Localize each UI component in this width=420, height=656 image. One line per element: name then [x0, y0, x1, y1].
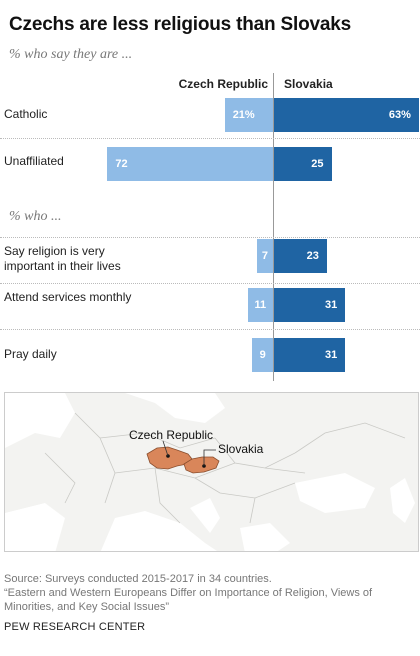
- country-borders: [44, 412, 406, 524]
- bar-value-slovakia: 25: [311, 158, 324, 170]
- center-axis-line: [273, 73, 274, 381]
- europe-map: Czech Republic Slovakia: [4, 392, 419, 552]
- row-separator: [0, 329, 420, 330]
- slovakia-leader-line: [203, 449, 216, 466]
- border-line: [114, 462, 236, 479]
- bar-value-czech: 7: [261, 250, 268, 262]
- caspian-sea: [390, 478, 415, 523]
- bar-value-slovakia: 31: [325, 349, 338, 361]
- bar-value-slovakia: 31: [325, 299, 338, 311]
- row-label: Unaffiliated: [4, 154, 64, 168]
- border-line: [214, 437, 296, 469]
- bar-czech: 7: [256, 239, 273, 273]
- bar-value-czech: 9: [259, 349, 266, 361]
- bar-value-slovakia: 63%: [388, 109, 411, 121]
- border-line: [264, 467, 306, 474]
- source-line-2: “Eastern and Western Europeans Differ on…: [4, 587, 373, 613]
- map-svg: [5, 393, 418, 551]
- row-label: Catholic: [4, 107, 48, 121]
- border-line: [44, 452, 76, 504]
- bar-value-slovakia: 23: [306, 250, 319, 262]
- adriatic-sea: [190, 498, 220, 533]
- border-line: [294, 422, 406, 454]
- mediterranean-sea: [100, 511, 217, 551]
- border-line: [194, 477, 296, 499]
- bar-value-czech: 11: [254, 299, 267, 311]
- bar-slovakia: 23: [274, 239, 327, 273]
- bar-czech: 11: [247, 288, 273, 322]
- border-line: [74, 412, 116, 504]
- row-label: Attend services monthly: [4, 290, 132, 304]
- source-line-1: Source: Surveys conducted 2015-2017 in 3…: [4, 573, 272, 585]
- border-line: [249, 497, 256, 524]
- subtitle-who-say-they-are: % who say they are ...: [9, 47, 133, 62]
- bar-value-czech: 72: [115, 158, 128, 170]
- slovakia-shape: [183, 456, 220, 474]
- bar-slovakia: 63%: [274, 98, 419, 132]
- map-label-slovakia: Slovakia: [218, 442, 264, 456]
- aegean-sea: [240, 523, 290, 551]
- atlantic-bay: [5, 503, 65, 551]
- north-sea: [5, 393, 75, 448]
- bar-czech: 9: [252, 338, 273, 372]
- row-separator: [0, 138, 420, 139]
- bar-value-czech: 21%: [232, 109, 255, 121]
- subtitle-who: % who ...: [9, 209, 62, 224]
- column-header-slovakia: Slovakia: [284, 77, 333, 91]
- bar-czech: 21%: [224, 98, 273, 132]
- source-note: Source: Surveys conducted 2015-2017 in 3…: [4, 572, 416, 614]
- baltic-sea: [125, 393, 225, 423]
- black-sea: [295, 473, 375, 513]
- bar-slovakia: 31: [274, 288, 346, 322]
- brand-footer: PEW RESEARCH CENTER: [4, 621, 146, 633]
- row-separator: [0, 283, 420, 284]
- border-line: [154, 467, 181, 524]
- bar-czech: 72: [107, 147, 273, 181]
- map-label-czech: Czech Republic: [129, 428, 214, 442]
- czech-leader-line: [162, 440, 169, 457]
- row-separator: [0, 237, 420, 238]
- bar-slovakia: 31: [274, 338, 346, 372]
- column-header-czech: Czech Republic: [178, 77, 268, 91]
- bar-slovakia: 25: [274, 147, 332, 181]
- row-label: Pray daily: [4, 347, 57, 361]
- row-label: Say religion is very important in their …: [4, 244, 121, 273]
- chart-title: Czechs are less religious than Slovaks: [9, 14, 351, 35]
- border-line: [99, 432, 216, 449]
